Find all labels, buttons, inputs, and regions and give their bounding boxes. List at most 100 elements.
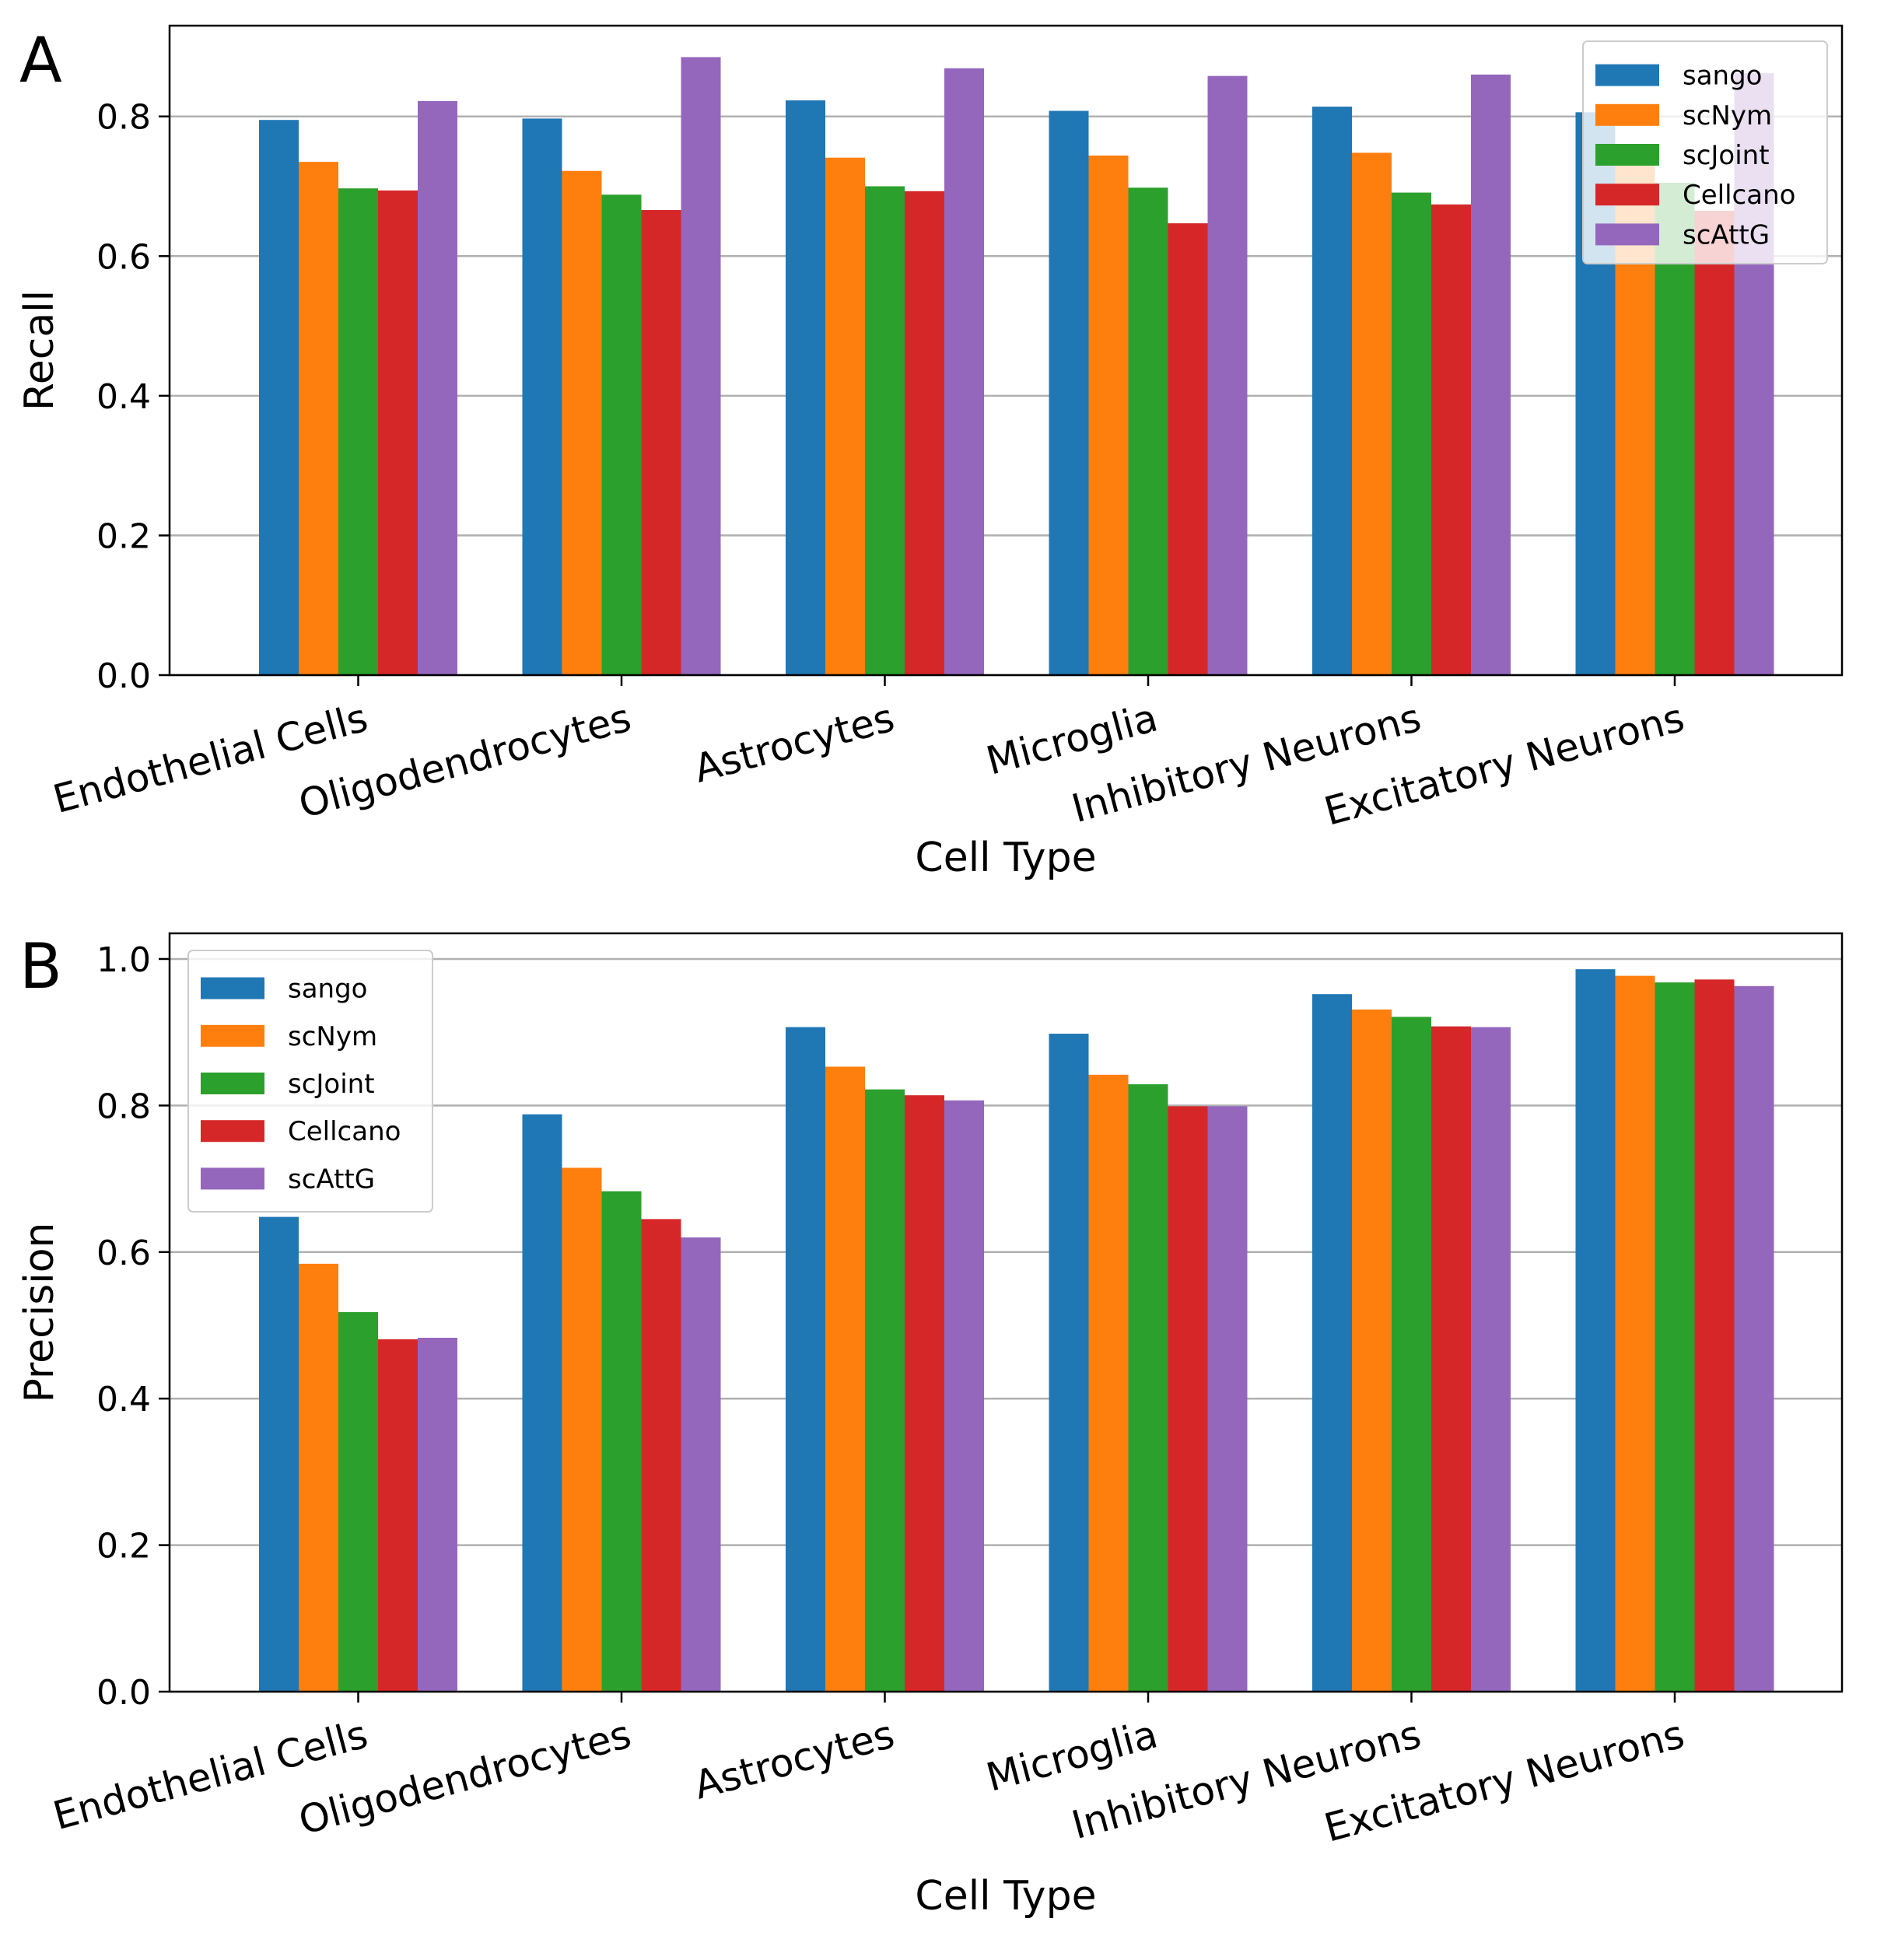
bar-scnym-0 [299, 1263, 338, 1692]
legend-label: Cellcano [1683, 180, 1795, 211]
bar-sango-4 [1312, 994, 1352, 1692]
legend-swatch-scnym [1595, 103, 1659, 126]
bar-sango-2 [786, 1027, 825, 1692]
bar-sango-1 [522, 118, 562, 676]
legend-swatch-scattg [1595, 223, 1659, 246]
bar-scattg-4 [1471, 74, 1511, 675]
legend: sango scNym scJoint Cellcano scAttG [187, 950, 433, 1213]
legend: sango scNym scJoint Cellcano scAttG [1582, 40, 1828, 264]
bar-scnym-1 [562, 1167, 602, 1692]
bar-scjoint-4 [1392, 192, 1431, 675]
bar-scjoint-2 [865, 1089, 905, 1692]
bar-cellcano-1 [641, 210, 681, 676]
bar-scattg-4 [1471, 1027, 1511, 1692]
legend-swatch-sango [1595, 64, 1659, 86]
bar-scjoint-5 [1655, 982, 1695, 1692]
panel-letter: A [19, 24, 62, 96]
y-tick-label: 0.2 [96, 516, 151, 556]
y-tick-label: 0.6 [96, 1234, 151, 1273]
legend-box [1582, 40, 1828, 264]
legend-label: sango [288, 974, 367, 1005]
legend-swatch-sango [201, 977, 264, 999]
legend-box [187, 950, 433, 1213]
bar-sango-4 [1312, 107, 1352, 676]
bar-sango-3 [1049, 1034, 1089, 1692]
bar-cellcano-3 [1168, 223, 1208, 675]
bar-scnym-2 [825, 157, 865, 675]
x-axis-title: Cell Type [915, 1873, 1096, 1920]
bar-cellcano-1 [641, 1219, 681, 1692]
bar-scjoint-4 [1392, 1017, 1431, 1692]
plot-frame [168, 24, 1844, 677]
bar-scjoint-0 [338, 1312, 378, 1692]
legend-swatch-scnym [201, 1024, 264, 1047]
bar-cellcano-2 [905, 1095, 944, 1692]
legend-label: scNym [288, 1021, 377, 1052]
bar-scnym-5 [1615, 975, 1655, 1692]
bar-scattg-2 [944, 68, 984, 676]
bar-scjoint-3 [1128, 1084, 1168, 1692]
bar-scattg-2 [944, 1100, 984, 1692]
bar-scjoint-2 [865, 186, 905, 675]
legend-swatch-cellcano [201, 1120, 264, 1143]
bar-cellcano-3 [1168, 1106, 1208, 1692]
bar-scattg-1 [681, 1237, 721, 1692]
bar-scattg-3 [1207, 1106, 1248, 1692]
bar-cellcano-2 [905, 191, 944, 675]
legend-label: scJoint [288, 1069, 375, 1100]
y-tick-label: 0.4 [96, 377, 151, 417]
bar-sango-3 [1049, 110, 1089, 676]
bar-scattg-5 [1734, 985, 1774, 1692]
bar-scnym-1 [562, 170, 602, 675]
y-tick-label: 0.2 [96, 1527, 151, 1566]
bar-scnym-2 [825, 1066, 865, 1692]
legend-label: scJoint [1683, 140, 1770, 171]
bar-sango-1 [522, 1114, 562, 1692]
x-tick-label: Astrocytes [689, 1712, 898, 1808]
legend-swatch-scjoint [201, 1073, 264, 1094]
legend-label: scAttG [288, 1164, 375, 1195]
plot-frame [168, 932, 1844, 1693]
y-axis-title: Recall [16, 290, 63, 411]
bar-scnym-4 [1352, 152, 1392, 676]
legend-label: Cellcano [288, 1116, 401, 1147]
y-tick-label: 0.8 [96, 1087, 151, 1126]
y-tick-label: 0.0 [96, 1673, 151, 1713]
y-tick-label: 0.8 [96, 98, 151, 138]
bar-sango-2 [786, 100, 825, 675]
bar-cellcano-0 [378, 190, 418, 676]
bar-scjoint-0 [338, 188, 378, 676]
legend-label: sango [1683, 61, 1762, 92]
bar-cellcano-5 [1694, 979, 1735, 1692]
legend-label: scNym [1683, 100, 1772, 131]
y-axis-title: Precision [16, 1222, 63, 1402]
bar-scattg-1 [681, 57, 721, 676]
bar-scattg-0 [418, 100, 457, 675]
legend-swatch-cellcano [1595, 184, 1659, 206]
x-axis-title: Cell Type [915, 835, 1096, 881]
bar-scattg-0 [418, 1338, 457, 1692]
bar-cellcano-4 [1431, 1026, 1471, 1692]
y-tick-label: 0.4 [96, 1380, 151, 1419]
bar-sango-0 [259, 1216, 299, 1692]
panel-letter: B [19, 930, 62, 1003]
bar-sango-5 [1575, 969, 1616, 1692]
legend-label: scAttG [1683, 219, 1770, 250]
bar-scjoint-3 [1128, 187, 1168, 675]
bar-scjoint-5 [1655, 183, 1695, 676]
bar-scnym-3 [1088, 1074, 1129, 1692]
bar-scnym-0 [299, 162, 338, 676]
bar-cellcano-0 [378, 1339, 418, 1692]
bar-scjoint-1 [601, 194, 642, 676]
bar-cellcano-4 [1431, 204, 1471, 675]
bar-scnym-3 [1088, 156, 1129, 675]
legend-swatch-scjoint [1595, 144, 1659, 166]
bar-sango-0 [259, 120, 299, 676]
bar-cellcano-5 [1694, 210, 1735, 675]
y-tick-label: 0.6 [96, 237, 151, 277]
y-tick-label: 0.0 [96, 656, 151, 696]
y-tick-label: 1.0 [96, 940, 151, 980]
